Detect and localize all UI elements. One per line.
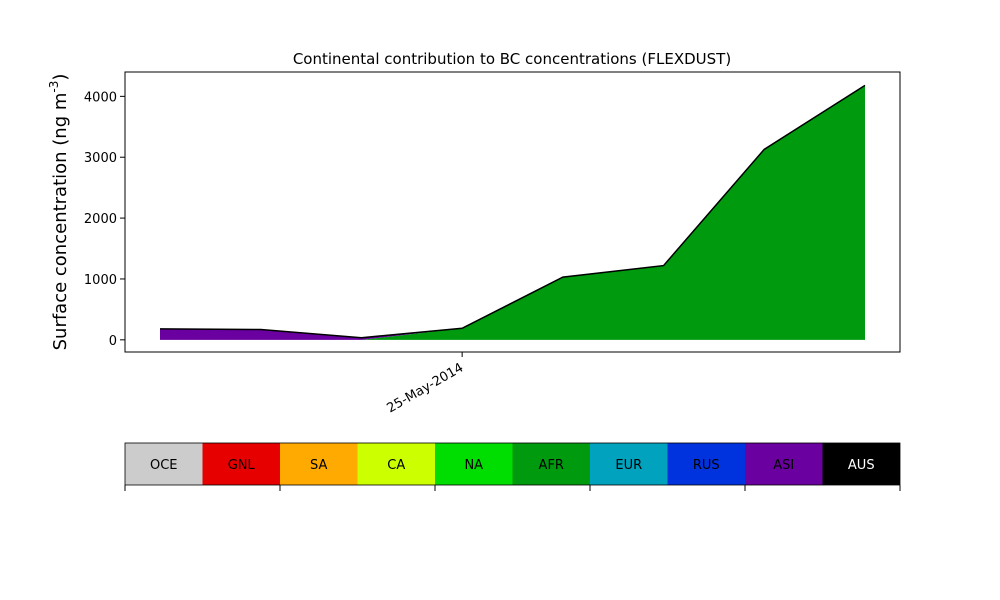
y-axis: 0 1000 2000 3000 4000: [84, 90, 125, 349]
legend-swatch-gnl: [202, 443, 280, 485]
area-layer: [159, 84, 866, 340]
legend-label-rus: RUS: [693, 458, 720, 473]
legend-label-na: NA: [464, 458, 483, 473]
legend-swatch-asi: [745, 443, 823, 485]
color-legend: OCE GNL SA CA NA AFR EUR RUS ASI AUS: [124, 442, 901, 491]
legend-label-sa: SA: [310, 458, 327, 473]
total-line: [159, 84, 866, 339]
y-axis-label-sup: -3: [47, 81, 61, 93]
y-tick-label: 0: [109, 334, 117, 349]
legend-swatch-na: [435, 443, 513, 485]
legend-swatch-rus: [667, 443, 745, 485]
legend-swatch-ca: [357, 443, 435, 485]
legend-swatch-sa: [280, 443, 358, 485]
legend-label-afr: AFR: [539, 458, 564, 473]
legend-swatch-aus: [822, 443, 900, 485]
x-axis: 25-May-2014: [384, 352, 466, 416]
legend-swatch-eur: [590, 443, 668, 485]
legend-label-aus: AUS: [848, 458, 875, 473]
y-tick-label: 2000: [84, 212, 117, 227]
y-axis-label-main: Surface concentration (ng m: [50, 93, 71, 351]
y-tick-label: 3000: [84, 151, 117, 166]
plot-frame: [124, 71, 901, 353]
legend-label-asi: ASI: [773, 458, 794, 473]
y-axis-label: Surface concentration (ng m-3): [47, 74, 71, 351]
legend-label-oce: OCE: [150, 458, 178, 473]
legend-swatch-oce: [125, 443, 203, 485]
legend-label-gnl: GNL: [228, 458, 256, 473]
legend-label-eur: EUR: [615, 458, 642, 473]
y-tick-label: 4000: [84, 90, 117, 105]
y-axis-label-close: ): [50, 74, 71, 81]
legend-label-ca: CA: [387, 458, 405, 473]
legend-frame: [124, 442, 901, 486]
x-tick-label: 25-May-2014: [384, 360, 466, 416]
area-afr: [160, 85, 865, 340]
legend-swatch-afr: [512, 443, 590, 485]
chart-title: Continental contribution to BC concentra…: [293, 50, 731, 68]
y-tick-label: 1000: [84, 273, 117, 288]
